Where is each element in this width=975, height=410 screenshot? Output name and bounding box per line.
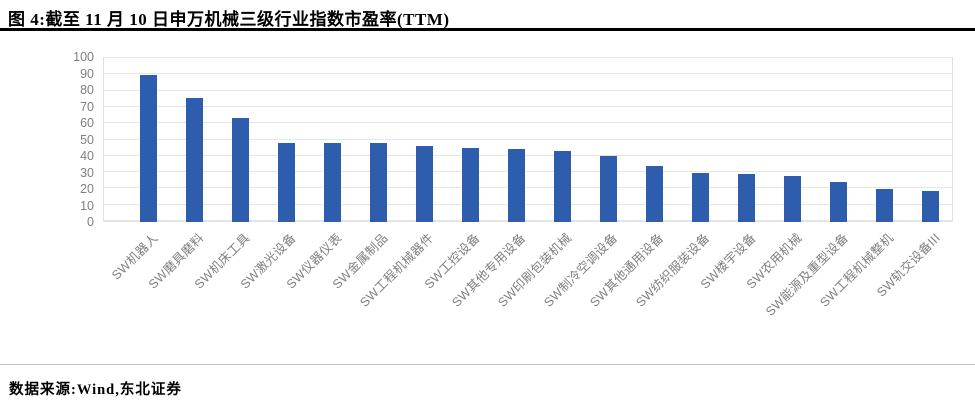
pe-ratio-bar-chart: 0 10 20 30 40 50 60 70 80 90 100 SW机器人 SW磨具磨料 SW机床工具… xyxy=(0,40,975,360)
figure-title: 图 4:截至 11 月 10 日申万机械三级行业指数市盈率(TTM) xyxy=(8,10,450,29)
y-tick-label: 100 xyxy=(73,50,94,64)
bar-slot: SW工程机械整机 xyxy=(818,57,907,310)
bar-SW金属制品 xyxy=(369,142,387,222)
gridline xyxy=(104,122,952,124)
gridline xyxy=(104,203,952,205)
bar-slot: SW印刷包装机械 xyxy=(496,57,585,310)
bar-slot: SW机床工具 xyxy=(192,57,263,292)
bar-slot: SW农用机械 xyxy=(744,57,815,292)
y-tick-label: 50 xyxy=(80,132,94,147)
bar-SW农用机械 xyxy=(783,175,801,222)
y-tick-label: 40 xyxy=(80,149,94,163)
bar-SW工程机械整机 xyxy=(875,189,893,222)
gridline xyxy=(104,105,952,107)
y-tick-label: 20 xyxy=(80,182,94,196)
y-tick-label: 0 xyxy=(87,215,94,229)
bar-slot: SW金属制品 xyxy=(330,57,401,292)
bar-SW工控设备 xyxy=(461,147,479,222)
bar-slot: SW其他专用设备 xyxy=(450,57,539,310)
bar-SW其他专用设备 xyxy=(507,149,525,222)
bar-slot: SW其他通用设备 xyxy=(588,57,677,310)
gridline xyxy=(104,220,952,221)
gridline xyxy=(104,154,952,156)
bar-slot: SW纺织服装设备 xyxy=(634,57,723,310)
bar-slot: SW激光设备 xyxy=(238,57,309,292)
bar-SW纺织服装设备 xyxy=(691,172,709,222)
bar-SW楼宇设备 xyxy=(737,174,755,222)
bar-slot: SW工控设备 xyxy=(422,57,493,292)
bar-slot: SW楼宇设备 xyxy=(698,57,769,292)
bar-series-container: SW机器人 SW磨具磨料 SW机床工具 SW激光设备 SW仪器仪表 SW金属制品 SW工程机… xyxy=(103,57,953,319)
y-axis: 0 10 20 30 40 50 60 70 80 90 100 xyxy=(0,50,94,229)
y-tick-label: 10 xyxy=(80,198,94,213)
bar-SW仪器仪表 xyxy=(323,142,341,222)
bar-slot: SW轨交设备III xyxy=(874,57,953,300)
y-tick-label: 90 xyxy=(80,66,94,81)
bar-SW其他通用设备 xyxy=(645,165,663,222)
bar-SW印刷包装机械 xyxy=(553,151,571,222)
data-source-note: 数据来源:Wind,东北证券 xyxy=(9,382,182,398)
bar-SW工程机械器件 xyxy=(415,146,433,222)
gridline xyxy=(104,138,952,140)
bar-SW磨具磨料 xyxy=(185,98,203,222)
bar-SW机器人 xyxy=(139,75,157,222)
bar-slot: SW制冷空调设备 xyxy=(542,57,631,310)
bar-slot: SW机器人 xyxy=(109,57,171,283)
bar-slot: SW磨具磨料 xyxy=(146,57,217,292)
bar-slot: SW工程机械器件 xyxy=(358,57,447,310)
y-tick-label: 30 xyxy=(80,165,94,180)
y-tick-label: 70 xyxy=(80,99,94,114)
footer-divider-rule xyxy=(0,364,975,365)
bar-slot: SW仪器仪表 xyxy=(284,57,355,292)
y-tick-label: 60 xyxy=(80,116,94,130)
bar-SW机床工具 xyxy=(231,118,249,222)
bar-SW能源及重型设备 xyxy=(829,182,847,222)
gridline xyxy=(104,57,952,58)
gridline xyxy=(104,89,952,91)
gridline xyxy=(104,187,952,189)
bar-SW轨交设备III xyxy=(921,190,939,222)
bar-slot: SW能源及重型设备 xyxy=(763,57,861,319)
y-tick-label: 80 xyxy=(80,83,94,97)
bar-SW激光设备 xyxy=(277,142,295,222)
bar-SW制冷空调设备 xyxy=(599,156,617,222)
gridline xyxy=(104,171,952,173)
title-underline-rule xyxy=(0,28,975,31)
gridline xyxy=(104,73,952,75)
